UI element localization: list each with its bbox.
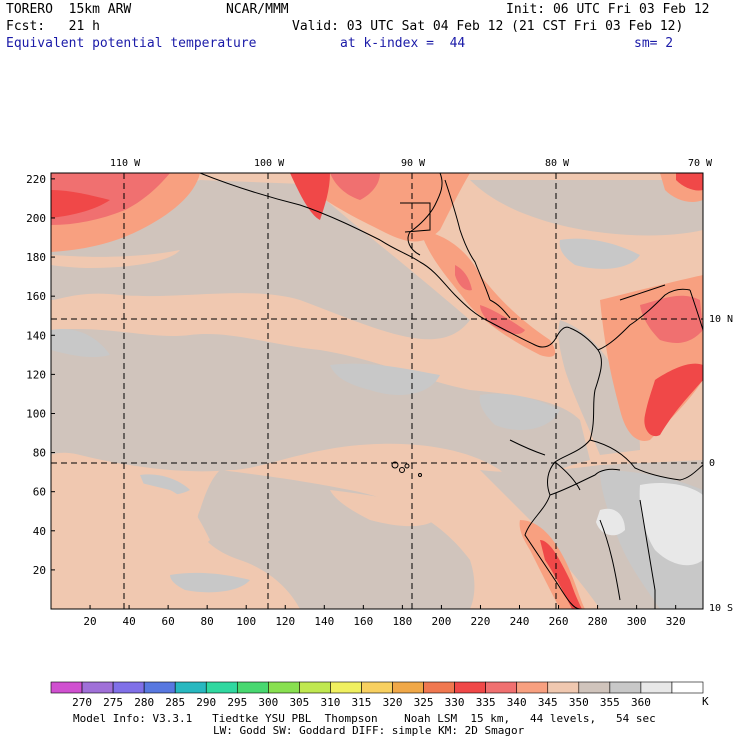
colorbar-level: 290 — [196, 696, 216, 709]
lat-label: 0 — [709, 458, 715, 469]
smoothing-info: sm= 2 — [634, 36, 674, 51]
colorbar-swatch — [547, 681, 580, 694]
colorbar-level: 325 — [414, 696, 434, 709]
colorbar-swatch — [330, 681, 362, 694]
lon-label: 70 W — [688, 158, 713, 169]
x-tick-label: 240 — [510, 615, 530, 628]
colorbar-swatch — [143, 681, 176, 694]
x-tick-label: 80 — [201, 615, 214, 628]
colorbar-swatch — [81, 681, 114, 694]
x-tick-label: 300 — [627, 615, 647, 628]
y-tick-label: 140 — [26, 329, 46, 342]
y-tick-label: 80 — [33, 447, 46, 460]
x-tick-label: 160 — [353, 615, 373, 628]
lon-label: 100 W — [254, 158, 285, 169]
lon-label: 90 W — [401, 158, 426, 169]
y-tick-label: 120 — [26, 368, 46, 381]
coastlines — [199, 173, 703, 609]
colorbar-level: 315 — [352, 696, 372, 709]
lat-label: 10 S — [709, 603, 733, 614]
model-title: TORERO 15km ARW — [6, 2, 132, 17]
physics-info: LW: Godd SW: Goddard DIFF: simple KM: 2D… — [213, 724, 525, 737]
colorbar-level: 350 — [569, 696, 589, 709]
colorbar-swatch — [516, 681, 549, 694]
x-tick-label: 200 — [431, 615, 451, 628]
forecast-hour: Fcst: 21 h — [6, 19, 100, 34]
colorbar-level: 280 — [134, 696, 154, 709]
y-tick-labels: 220 200 180 160 140 120 100 80 60 40 20 — [26, 173, 46, 577]
colorbar-swatch — [205, 681, 238, 694]
colorbar-unit: K — [702, 695, 709, 708]
colorbar-swatch — [392, 681, 424, 694]
colorbar-level: 300 — [258, 696, 278, 709]
axis-ticks — [51, 178, 677, 609]
colorbar-labels: 270 275 280 285 290 295 300 305 310 315 320 325 330 3… — [72, 696, 651, 709]
colorbar-level: 270 — [72, 696, 92, 709]
x-tick-label: 220 — [471, 615, 491, 628]
colorbar-level: 345 — [538, 696, 558, 709]
y-tick-label: 180 — [26, 251, 46, 264]
model-info: Model Info: V3.3.1 Tiedtke YSU PBL Thomp… — [73, 712, 656, 725]
colorbar-swatch — [268, 681, 300, 694]
x-tick-label: 260 — [549, 615, 569, 628]
y-tick-label: 100 — [26, 407, 46, 420]
map-border — [50, 172, 704, 610]
x-tick-label: 140 — [314, 615, 334, 628]
colorbar-level: 320 — [383, 696, 403, 709]
colorbar-swatch — [299, 681, 331, 694]
lat-label: 10 N — [709, 314, 733, 325]
y-tick-label: 160 — [26, 290, 46, 303]
colorbar-swatch — [361, 681, 393, 694]
colorbar-level: 295 — [227, 696, 247, 709]
x-tick-label: 280 — [588, 615, 608, 628]
longitude-labels: 110 W 100 W 90 W 80 W 70 W — [110, 158, 713, 169]
x-tick-label: 20 — [83, 615, 96, 628]
colorbar-swatch — [640, 681, 673, 694]
colorbar-swatch — [112, 681, 145, 694]
x-tick-label: 180 — [392, 615, 412, 628]
x-tick-label: 40 — [122, 615, 135, 628]
latitude-labels: 10 N 0 10 S — [709, 314, 733, 614]
colorbar-level: 285 — [165, 696, 185, 709]
lon-label: 110 W — [110, 158, 141, 169]
lon-label: 80 W — [545, 158, 570, 169]
colorbar-swatch — [454, 681, 486, 694]
colorbar-level: 305 — [289, 696, 309, 709]
colorbar-swatch — [236, 681, 269, 694]
x-tick-label: 320 — [666, 615, 686, 628]
colorbar-swatch — [671, 681, 704, 694]
colorbar-level: 355 — [600, 696, 620, 709]
colorbar-swatch — [174, 681, 207, 694]
x-tick-label: 60 — [162, 615, 175, 628]
colorbar-level: 360 — [631, 696, 651, 709]
colorbar-swatch — [50, 681, 83, 694]
org-label: NCAR/MMM — [226, 2, 289, 17]
x-tick-labels: 20 40 60 80 100 120 140 160 180 200 220 240 260 280 30… — [83, 615, 685, 628]
y-tick-label: 200 — [26, 212, 46, 225]
colorbar-swatch — [485, 681, 518, 694]
field-name: Equivalent potential temperature — [6, 36, 257, 51]
y-tick-label: 220 — [26, 173, 46, 186]
colorbar-level: 275 — [103, 696, 123, 709]
colorbar-swatch — [423, 681, 455, 694]
x-tick-label: 120 — [275, 615, 295, 628]
colorbar-level: 340 — [507, 696, 527, 709]
colorbar-level: 310 — [320, 696, 340, 709]
colorbar-swatch — [609, 681, 642, 694]
valid-time: Valid: 03 UTC Sat 04 Feb 12 (21 CST Fri … — [292, 19, 684, 34]
y-tick-label: 60 — [33, 486, 46, 499]
colorbar-level: 330 — [445, 696, 465, 709]
colorbar-swatch — [578, 681, 611, 694]
level-info: at k-index = 44 — [340, 36, 466, 51]
colorbar — [50, 681, 704, 694]
x-tick-label: 100 — [236, 615, 256, 628]
graticule — [51, 173, 703, 609]
colorbar-level: 335 — [476, 696, 496, 709]
init-time: Init: 06 UTC Fri 03 Feb 12 — [506, 2, 710, 17]
y-tick-label: 40 — [33, 525, 46, 538]
y-tick-label: 20 — [33, 564, 46, 577]
